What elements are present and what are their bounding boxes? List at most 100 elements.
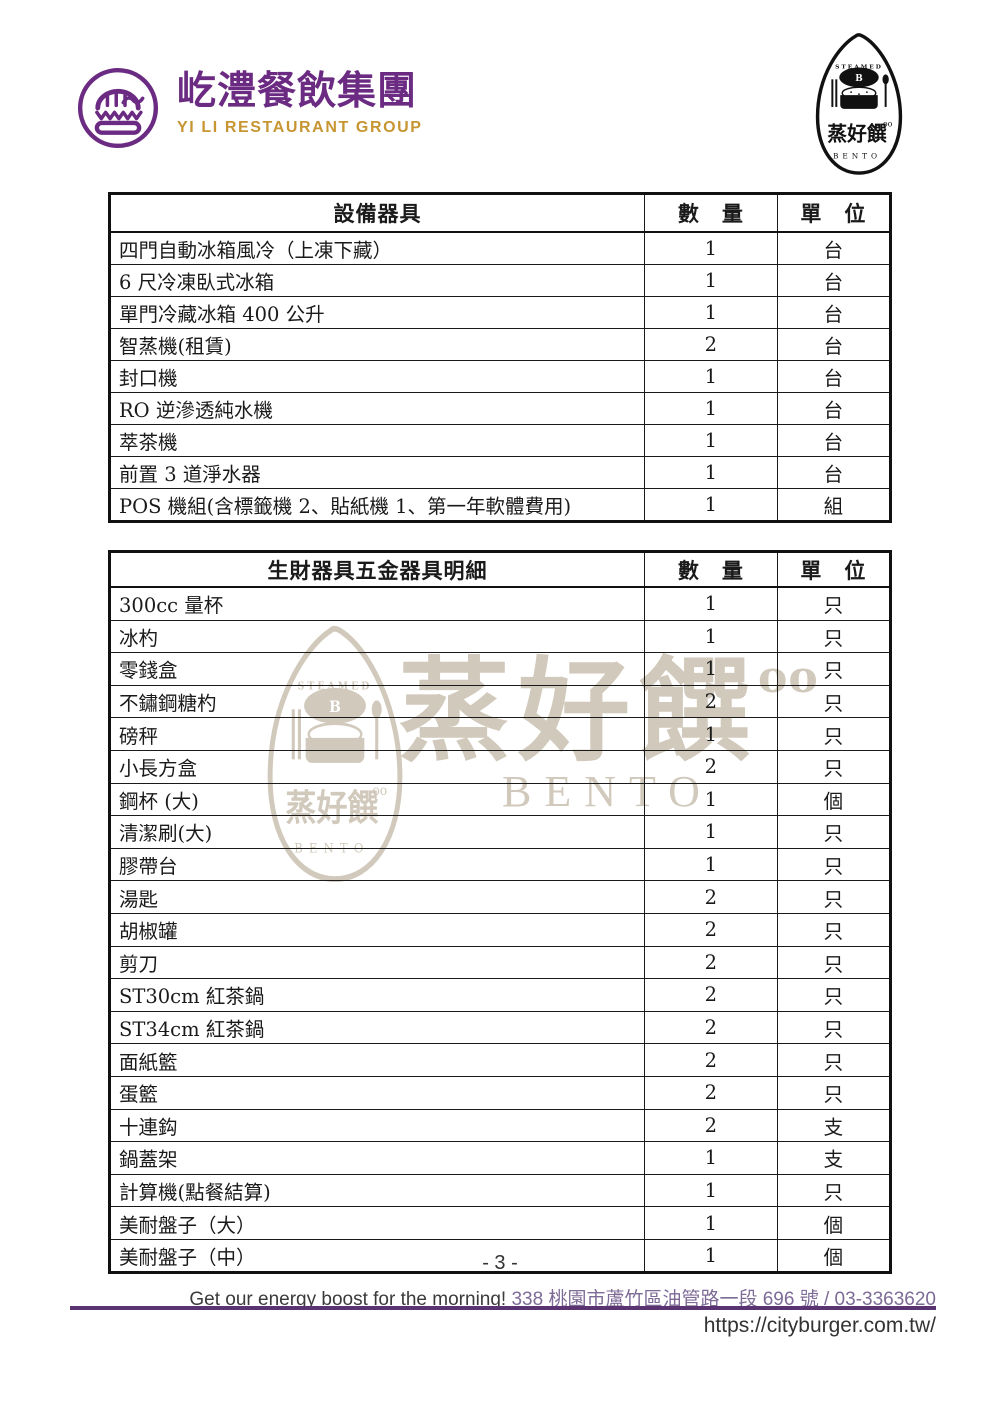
unit-cell: 只 <box>776 978 892 1012</box>
column-header: 單 位 <box>776 193 892 233</box>
qty-cell: 1 <box>643 264 778 297</box>
table-row: 胡椒罐 2 只 <box>109 912 892 947</box>
unit-cell: 台 <box>776 328 892 361</box>
table-row: 美耐盤子（大） 1 個 <box>109 1206 892 1240</box>
qty-cell: 1 <box>643 847 778 882</box>
table-row: 磅秤 1 只 <box>109 717 892 751</box>
table-row: RO 逆滲透純水機 1 台 <box>109 392 892 425</box>
table-row: 零錢盒 1 只 <box>109 652 892 686</box>
footer-url: https://cityburger.com.tw/ <box>703 1314 936 1337</box>
qty-cell: 2 <box>643 684 778 719</box>
equipment-table-section: 設備器具數 量單 位 四門自動冰箱風冷（上凍下藏） 1 台 6 尺冷凍臥式冰箱 1 台單門… <box>108 192 892 523</box>
table-row: 清潔刷(大) 1 只 <box>109 815 892 849</box>
unit-cell: 只 <box>776 586 892 621</box>
unit-cell: 只 <box>776 1043 892 1077</box>
qty-cell: 1 <box>643 586 778 621</box>
bento-name-en: BENTO <box>833 151 881 160</box>
table-row: ST34cm 紅茶鍋 2 只 <box>109 1010 892 1045</box>
bento-name-zh: 蒸好饌 <box>827 122 886 146</box>
qty-cell: 1 <box>643 782 778 817</box>
qty-cell: 1 <box>643 1141 778 1175</box>
utensils-table-section: 生財器具五金器具明細數 量單 位 300cc 量杯 1 只冰杓 1 只零錢盒 1 只不鏽鋼糖… <box>108 550 892 1275</box>
table-row: 美耐盤子（中） 1 個 <box>109 1238 892 1274</box>
table-row: 湯匙 2 只 <box>109 880 892 914</box>
svg-text:oo: oo <box>883 120 893 129</box>
item-cell: RO 逆滲透純水機 <box>109 392 645 425</box>
unit-cell: 只 <box>776 815 892 849</box>
table-row: 不鏽鋼糖杓 2 只 <box>109 684 892 719</box>
utensils-table: 生財器具五金器具明細數 量單 位 300cc 量杯 1 只冰杓 1 只零錢盒 1 只不鏽鋼糖… <box>108 550 892 1275</box>
item-cell: 萃茶機 <box>109 424 645 457</box>
item-cell: ST34cm 紅茶鍋 <box>109 1010 645 1045</box>
qty-cell: 2 <box>643 1010 778 1045</box>
unit-cell: 只 <box>776 912 892 947</box>
table-row: 膠帶台 1 只 <box>109 847 892 882</box>
column-header: 數 量 <box>643 193 778 233</box>
unit-cell: 台 <box>776 264 892 297</box>
unit-cell: 台 <box>776 231 892 265</box>
table-row: 剪刀 2 只 <box>109 945 892 980</box>
table-row: 封口機 1 台 <box>109 360 892 393</box>
column-header: 生財器具五金器具明細 <box>109 551 645 588</box>
column-header: 數 量 <box>643 551 778 588</box>
table-row: 前置 3 道淨水器 1 台 <box>109 456 892 489</box>
unit-cell: 台 <box>776 456 892 489</box>
brand-text: 屹澧餐飲集團 YI LI RESTAURANT GROUP <box>177 64 423 137</box>
burger-logo-icon <box>74 64 162 152</box>
qty-cell: 1 <box>643 360 778 393</box>
item-cell: 6 尺冷凍臥式冰箱 <box>109 264 645 297</box>
table-row: 四門自動冰箱風冷（上凍下藏） 1 台 <box>109 231 892 265</box>
unit-cell: 台 <box>776 424 892 457</box>
qty-cell: 2 <box>643 880 778 914</box>
item-cell: POS 機組(含標籤機 2、貼紙機 1、第一年軟體費用) <box>109 488 645 522</box>
item-cell: 十連鈎 <box>109 1108 645 1143</box>
item-cell: 前置 3 道淨水器 <box>109 456 645 489</box>
qty-cell: 1 <box>643 424 778 457</box>
unit-cell: 台 <box>776 296 892 329</box>
qty-cell: 2 <box>643 978 778 1012</box>
item-cell: ST30cm 紅茶鍋 <box>109 978 645 1012</box>
item-cell: 磅秤 <box>109 717 645 751</box>
qty-cell: 1 <box>643 488 778 522</box>
table-row: 冰杓 1 只 <box>109 619 892 654</box>
item-cell: 美耐盤子（大） <box>109 1206 645 1240</box>
item-cell: 胡椒罐 <box>109 912 645 947</box>
unit-cell: 個 <box>776 1206 892 1240</box>
unit-cell: 只 <box>776 749 892 784</box>
unit-cell: 只 <box>776 1173 892 1208</box>
item-cell: 計算機(點餐結算) <box>109 1173 645 1208</box>
bento-grain-logo: STEAMED B 蒸好饌 oo BENTO <box>800 30 918 178</box>
brand-name-zh: 屹澧餐飲集團 <box>177 70 418 113</box>
qty-cell: 2 <box>643 912 778 947</box>
unit-cell: 只 <box>776 1010 892 1045</box>
unit-cell: 只 <box>776 1075 892 1110</box>
unit-cell: 支 <box>776 1141 892 1175</box>
item-cell: 小長方盒 <box>109 749 645 784</box>
equipment-table: 設備器具數 量單 位 四門自動冰箱風冷（上凍下藏） 1 台 6 尺冷凍臥式冰箱 1 台單門… <box>108 192 892 523</box>
qty-cell: 1 <box>643 1173 778 1208</box>
qty-cell: 1 <box>643 296 778 329</box>
item-cell: 蛋籃 <box>109 1075 645 1110</box>
unit-cell: 支 <box>776 1108 892 1143</box>
table-row: 計算機(點餐結算) 1 只 <box>109 1173 892 1208</box>
item-cell: 美耐盤子（中） <box>109 1238 645 1274</box>
unit-cell: 只 <box>776 847 892 882</box>
qty-cell: 1 <box>643 717 778 751</box>
item-cell: 冰杓 <box>109 619 645 654</box>
brand-header: 屹澧餐飲集團 YI LI RESTAURANT GROUP <box>74 64 423 152</box>
item-cell: 零錢盒 <box>109 652 645 686</box>
item-cell: 300cc 量杯 <box>109 586 645 621</box>
brand-name-en: YI LI RESTAURANT GROUP <box>177 118 423 136</box>
qty-cell: 1 <box>643 1238 778 1274</box>
qty-cell: 1 <box>643 815 778 849</box>
table-header-row: 生財器具五金器具明細數 量單 位 <box>109 551 892 588</box>
steamed-label: STEAMED <box>835 63 883 70</box>
table-row: 十連鈎 2 支 <box>109 1108 892 1143</box>
item-cell: 四門自動冰箱風冷（上凍下藏） <box>109 231 645 265</box>
qty-cell: 1 <box>643 1206 778 1240</box>
item-cell: 剪刀 <box>109 945 645 980</box>
table-row: 鍋蓋架 1 支 <box>109 1141 892 1175</box>
unit-cell: 只 <box>776 619 892 654</box>
item-cell: 不鏽鋼糖杓 <box>109 684 645 719</box>
